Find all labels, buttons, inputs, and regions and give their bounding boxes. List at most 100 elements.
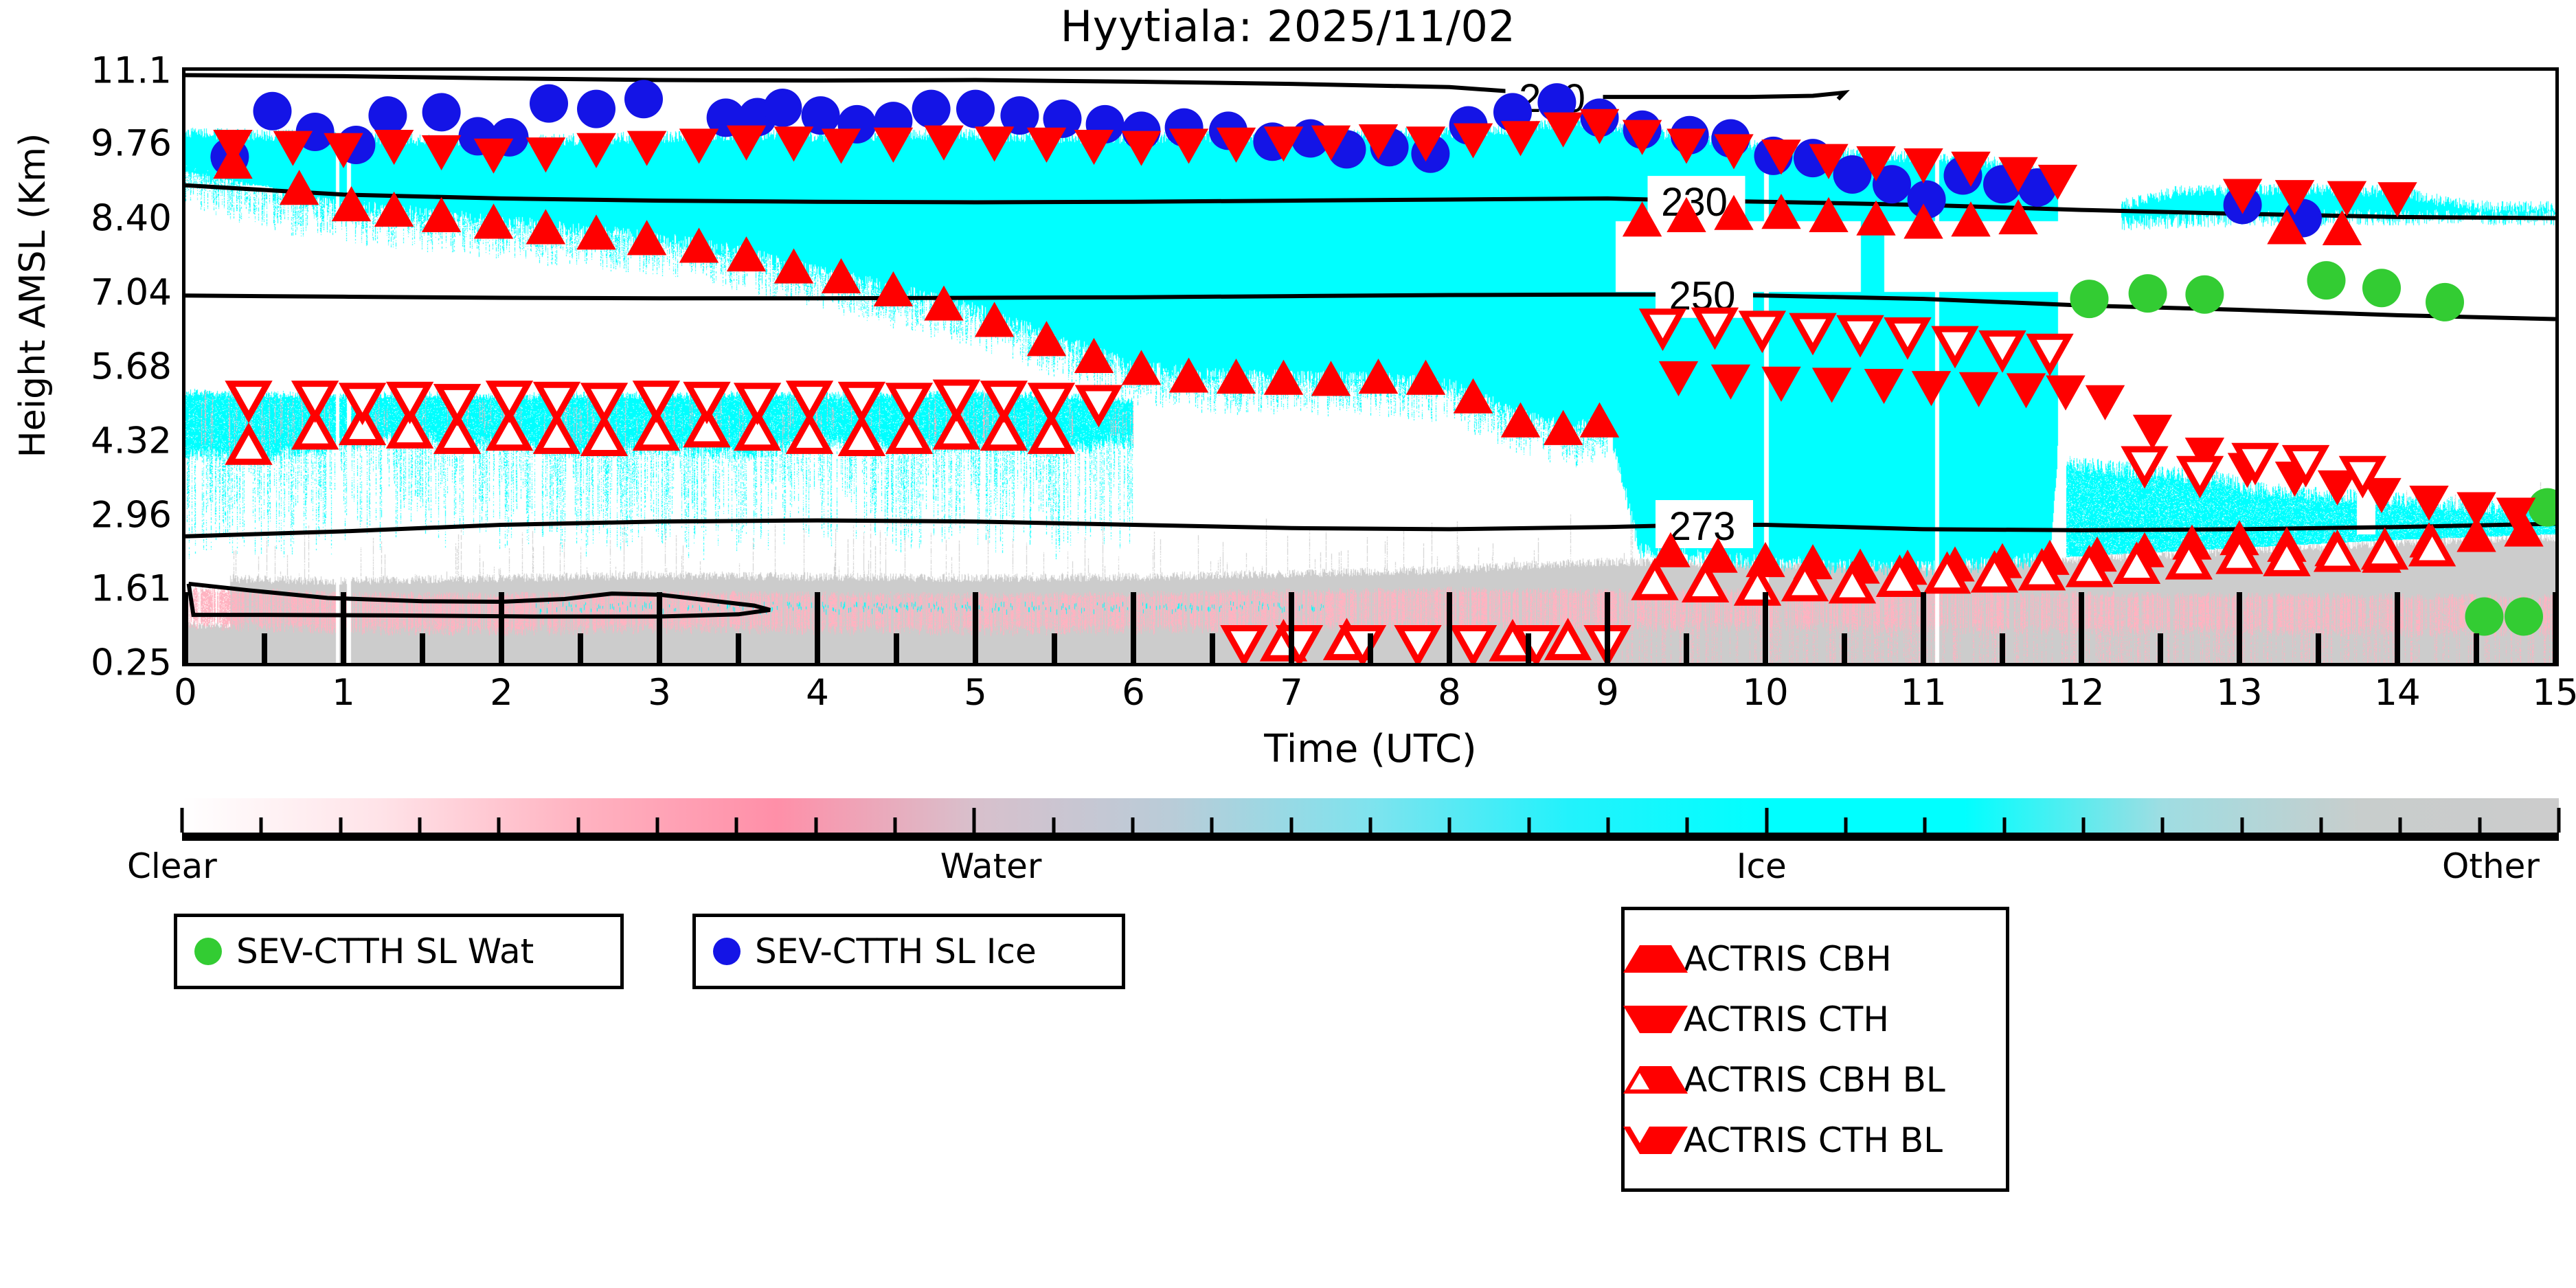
data-point-tri-up <box>1714 194 1754 230</box>
colorbar-tick <box>1685 817 1689 833</box>
legend-label: ACTRIS CTH <box>1684 999 1889 1039</box>
data-point-circle <box>956 89 995 128</box>
y-tick-label: 7.04 <box>90 271 172 314</box>
data-point-tri-up-open <box>683 405 731 448</box>
series-actris-cbh <box>213 144 2544 585</box>
data-point-tri-down-open <box>2231 442 2279 486</box>
colorbar-tick <box>418 817 422 833</box>
data-point-tri-up-open <box>2408 523 2456 567</box>
x-tick-mark-minor <box>262 633 267 666</box>
x-tick-mark-minor <box>2474 633 2479 666</box>
x-tick-mark-minor <box>1684 633 1689 666</box>
x-tick-mark-minor <box>1210 633 1215 666</box>
colorbar-tick <box>1289 817 1293 833</box>
data-point-tri-up-open <box>785 411 834 454</box>
x-tick-label: 3 <box>648 672 671 714</box>
colorbar-tick <box>1368 817 1372 833</box>
legend-sev-ctth-sl-wat[interactable]: SEV-CTTH SL Wat <box>174 914 624 989</box>
data-point-tri-up-open <box>2360 527 2409 570</box>
data-point-circle <box>422 93 461 132</box>
data-point-tri-up <box>1405 359 1446 395</box>
y-tick-label: 0.25 <box>90 642 172 684</box>
legend-marker <box>1623 1065 1688 1094</box>
data-point-tri-up-open <box>1027 411 1076 454</box>
data-point-tri-down-open <box>580 383 629 426</box>
data-point-tri-down-open <box>2281 444 2330 488</box>
data-point-tri-up-open <box>2112 541 2161 584</box>
legend-item[interactable]: ACTRIS CBH BL <box>1623 1050 2006 1110</box>
data-point-tri-down <box>2317 470 2358 506</box>
data-point-tri-down-open <box>932 379 981 422</box>
x-tick-label: 2 <box>490 672 513 714</box>
data-point-tri-down-open <box>291 381 339 423</box>
data-point-circle <box>1873 165 1911 204</box>
data-point-tri-up-open <box>225 422 273 465</box>
x-tick-mark <box>499 592 504 666</box>
legend-marker <box>192 938 224 965</box>
data-point-circle <box>2505 597 2543 636</box>
colorbar-tick <box>2002 817 2007 833</box>
legend-item[interactable]: SEV-CTTH SL Ice <box>696 921 1122 982</box>
data-point-tri-up <box>1998 199 2038 235</box>
colorbar-tick <box>2240 817 2244 833</box>
data-point-tri-up-open <box>580 414 629 457</box>
colorbar-tick <box>339 817 343 833</box>
data-point-tri-up <box>374 191 414 227</box>
data-point-tri-down <box>1864 368 1904 405</box>
legend-item[interactable]: ACTRIS CTH <box>1623 989 2006 1050</box>
data-point-tri-down-open <box>2121 446 2169 489</box>
legend-item[interactable]: SEV-CTTH SL Wat <box>177 921 620 982</box>
legend-item[interactable]: ACTRIS CBH <box>1623 929 2006 989</box>
data-point-tri-down <box>2327 181 2367 216</box>
legend-label: ACTRIS CBH BL <box>1684 1059 1945 1100</box>
data-point-tri-down-open <box>1691 307 1739 350</box>
data-point-tri-down <box>526 137 566 173</box>
data-point-tri-up <box>974 302 1015 337</box>
data-point-tri-down-open <box>1220 625 1268 663</box>
x-tick-label: 14 <box>2374 672 2421 714</box>
data-point-tri-down-open <box>485 381 534 423</box>
data-point-tri-down <box>473 138 514 174</box>
y-axis-tick-labels: 11.1 9.76 8.40 7.04 5.68 4.32 2.96 1.61 0.25 <box>0 50 172 684</box>
triangle-down-icon <box>1623 1005 1688 1033</box>
data-point-tri-down <box>1911 371 1952 407</box>
data-point-tri-up <box>1216 359 1256 394</box>
data-point-circle <box>2528 488 2555 527</box>
data-point-tri-down <box>1761 139 1801 175</box>
x-tick-mark <box>2079 592 2084 666</box>
data-point-tri-down-open <box>385 381 434 425</box>
x-tick-mark <box>1605 592 1610 666</box>
y-tick-label: 2.96 <box>90 494 172 536</box>
data-point-tri-down-open <box>225 381 273 423</box>
data-point-circle <box>2362 269 2401 308</box>
data-point-tri-down <box>679 128 719 164</box>
colorbar-label: Other <box>2442 846 2540 886</box>
data-point-tri-down-open <box>1449 625 1498 663</box>
data-point-circle <box>1833 155 1872 194</box>
data-point-tri-down <box>2456 492 2496 528</box>
data-point-tri-down <box>873 127 914 163</box>
data-point-tri-up <box>2456 517 2496 552</box>
y-tick-label: 8.40 <box>90 197 172 239</box>
data-point-tri-up <box>726 236 767 272</box>
data-point-tri-down <box>821 128 861 164</box>
data-point-tri-down <box>1579 109 1620 144</box>
data-point-tri-down-open <box>1027 383 1076 426</box>
data-point-tri-down <box>213 129 253 166</box>
data-point-circle <box>1000 96 1039 135</box>
colorbar-label: Water <box>940 846 1042 886</box>
data-point-tri-down-open <box>2176 455 2224 499</box>
x-tick-mark-minor <box>2000 633 2005 666</box>
data-point-tri-up <box>1168 357 1209 393</box>
legend-marker <box>1623 1126 1688 1154</box>
data-point-tri-down-open <box>1738 310 1787 354</box>
x-tick-mark-minor <box>420 633 425 666</box>
data-point-tri-up-open <box>1681 560 1730 602</box>
legend-sev-ctth-sl-ice[interactable]: SEV-CTTH SL Ice <box>692 914 1125 989</box>
colorbar-tick <box>1606 817 1610 833</box>
data-point-tri-up <box>924 285 964 321</box>
legend-item[interactable]: ACTRIS CTH BL <box>1623 1110 2006 1171</box>
data-point-tri-down <box>1903 148 1943 184</box>
colorbar-tick <box>2398 817 2402 833</box>
legend-actris[interactable]: ACTRIS CBH ACTRIS CTH ACTRIS CBH BL ACTRIS … <box>1621 907 2009 1192</box>
